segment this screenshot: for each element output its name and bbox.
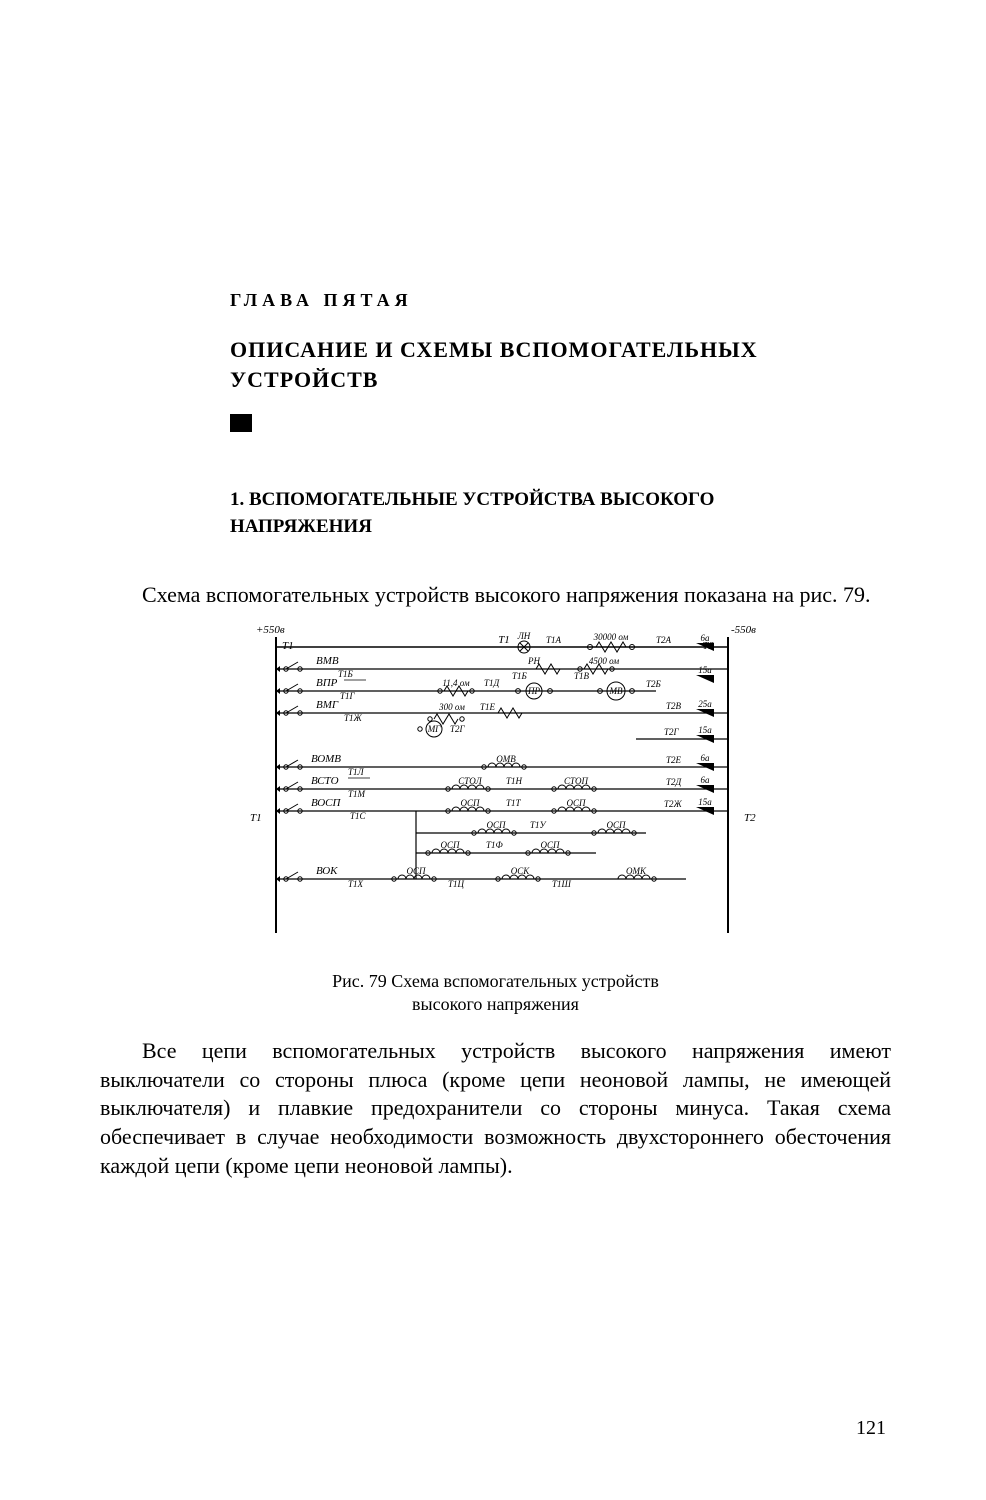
- svg-text:Т1Л: Т1Л: [348, 767, 365, 777]
- svg-text:Т2Г: Т2Г: [664, 727, 680, 737]
- svg-text:30000 ом: 30000 ом: [592, 632, 628, 642]
- svg-text:МВ: МВ: [608, 686, 622, 696]
- paragraph-2: Все цепи вспомогательных устройств высок…: [100, 1037, 891, 1180]
- svg-text:6а: 6а: [700, 775, 710, 785]
- svg-text:Т2Ж: Т2Ж: [664, 799, 683, 809]
- svg-text:Т1: Т1: [282, 640, 294, 652]
- svg-text:Т2Г: Т2Г: [450, 724, 466, 734]
- svg-text:300 ом: 300 ом: [438, 702, 465, 712]
- svg-text:15а: 15а: [698, 665, 712, 675]
- svg-text:ВМВ: ВМВ: [316, 655, 339, 667]
- svg-text:Т2Е: Т2Е: [666, 755, 682, 765]
- svg-text:ВМГ: ВМГ: [316, 699, 339, 711]
- svg-text:15а: 15а: [698, 725, 712, 735]
- svg-text:Т2В: Т2В: [666, 701, 682, 711]
- svg-text:Т2: Т2: [744, 812, 756, 824]
- svg-text:ВОК: ВОК: [316, 865, 338, 877]
- svg-text:ОСК: ОСК: [510, 866, 530, 876]
- svg-text:Т1: Т1: [250, 812, 262, 824]
- svg-text:4500 ом: 4500 ом: [588, 656, 618, 666]
- svg-text:Т1Д: Т1Д: [484, 678, 501, 688]
- svg-text:Т1Г: Т1Г: [340, 691, 356, 701]
- svg-text:ВОСП: ВОСП: [311, 797, 341, 809]
- svg-text:+550в: +550в: [256, 624, 285, 636]
- svg-text:Т2А: Т2А: [656, 635, 672, 645]
- schematic-svg: +550в -550в Т1 Т2 Т1 Т2 Т1 ЛН: [216, 621, 776, 951]
- svg-text:25а: 25а: [698, 699, 712, 709]
- svg-text:-550в: -550в: [731, 624, 756, 636]
- svg-text:6а: 6а: [700, 753, 710, 763]
- svg-text:Т1Ж: Т1Ж: [344, 713, 363, 723]
- svg-text:ОСП: ОСП: [486, 820, 506, 830]
- svg-text:ВОМВ: ВОМВ: [311, 753, 341, 765]
- svg-text:СТОЛ: СТОЛ: [458, 776, 482, 786]
- svg-text:ОСП: ОСП: [460, 798, 480, 808]
- paragraph-1: Схема вспомогательных устройств высокого…: [100, 581, 891, 610]
- svg-text:Т1В: Т1В: [574, 671, 590, 681]
- chapter-label: ГЛАВА ПЯТАЯ: [230, 290, 891, 311]
- svg-text:Т1Ц: Т1Ц: [448, 879, 465, 889]
- svg-text:Т1Е: Т1Е: [480, 702, 496, 712]
- svg-text:ВСТО: ВСТО: [311, 775, 339, 787]
- figure-79: +550в -550в Т1 Т2 Т1 Т2 Т1 ЛН: [100, 621, 891, 1015]
- svg-text:15а: 15а: [698, 797, 712, 807]
- svg-text:ОМВ: ОМВ: [496, 754, 516, 764]
- svg-text:ЛН: ЛН: [516, 631, 530, 641]
- svg-text:Т1Б: Т1Б: [338, 669, 354, 679]
- svg-text:Т1М: Т1М: [348, 789, 366, 799]
- svg-text:Т1С: Т1С: [350, 811, 367, 821]
- svg-text:Т1У: Т1У: [530, 820, 547, 830]
- svg-text:Т1Н: Т1Н: [506, 776, 523, 786]
- chapter-title: ОПИСАНИЕ И СХЕМЫ ВСПОМОГАТЕЛЬНЫХ УСТРОЙС…: [230, 335, 871, 394]
- svg-text:Т1А: Т1А: [546, 635, 562, 645]
- svg-text:ОСП: ОСП: [606, 820, 626, 830]
- svg-text:ПР: ПР: [527, 686, 540, 696]
- svg-text:Т1: Т1: [498, 634, 510, 646]
- svg-text:Т2Д: Т2Д: [666, 777, 683, 787]
- figure-caption: Рис. 79 Схема вспомогательных устройств …: [100, 970, 891, 1015]
- svg-text:Т2Б: Т2Б: [646, 679, 662, 689]
- svg-text:6а: 6а: [700, 633, 710, 643]
- svg-text:ОМК: ОМК: [626, 866, 647, 876]
- page-number: 121: [856, 1417, 886, 1440]
- svg-text:ОСП: ОСП: [540, 840, 560, 850]
- svg-text:Т1Х: Т1Х: [348, 879, 364, 889]
- svg-text:СТОП: СТОП: [563, 776, 588, 786]
- svg-text:Т1Т: Т1Т: [506, 798, 522, 808]
- svg-text:ВПР: ВПР: [316, 677, 338, 689]
- svg-text:Т1Ф: Т1Ф: [486, 840, 504, 850]
- svg-text:Т1Ш: Т1Ш: [552, 879, 572, 889]
- section-title: 1. ВСПОМОГАТЕЛЬНЫЕ УСТРОЙСТВА ВЫСОКОГО Н…: [230, 487, 861, 540]
- svg-text:МГ: МГ: [426, 724, 440, 734]
- section-marker: [230, 414, 252, 432]
- svg-text:ОСП: ОСП: [566, 798, 586, 808]
- svg-text:Т1Б: Т1Б: [512, 671, 528, 681]
- svg-text:ОСП: ОСП: [440, 840, 460, 850]
